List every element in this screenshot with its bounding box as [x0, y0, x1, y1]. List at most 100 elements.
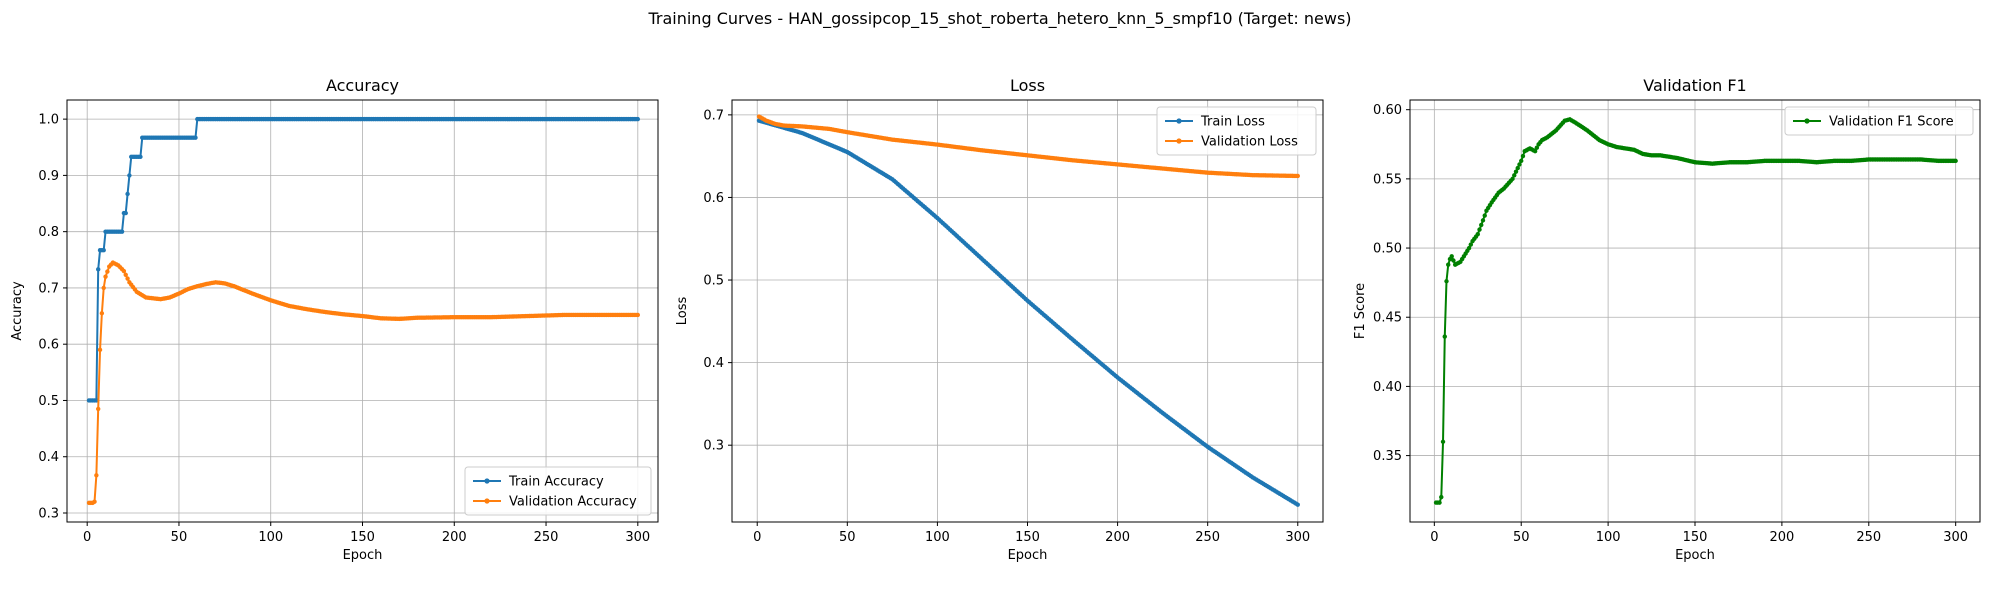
data-point — [99, 311, 105, 316]
data-point — [1532, 148, 1538, 154]
y-tick-label: 0.9 — [38, 169, 59, 184]
data-point — [125, 276, 130, 281]
y-tick-label: 0.35 — [1373, 449, 1402, 464]
legend-label: Validation Loss — [1201, 135, 1298, 150]
data-point — [103, 274, 108, 279]
data-point — [96, 406, 101, 412]
y-tick-label: 0.45 — [1373, 311, 1402, 326]
data-point — [1295, 173, 1300, 179]
x-tick-label: 0 — [753, 530, 761, 545]
data-point — [1477, 227, 1482, 232]
data-point — [1517, 162, 1522, 167]
series-2 — [86, 260, 641, 506]
x-axis-label: Epoch — [1008, 548, 1048, 563]
data-point — [1513, 169, 1519, 174]
chart-title: Accuracy — [326, 76, 399, 95]
chart-title: Validation F1 — [1643, 76, 1746, 95]
x-tick-label: 50 — [839, 530, 856, 545]
x-tick-label: 150 — [1015, 530, 1040, 545]
data-point — [1475, 232, 1480, 237]
chart-panel-1: 0 50 100 150 200 250 300 0.3 0.4 0.5 0.6 0.7 0.8 0.9 1… — [10, 76, 659, 563]
y-tick-label: 0.40 — [1373, 380, 1402, 395]
chart-panel-2: 0 50 100 150 200 250 300 0.3 0.4 0.5 0.6 0.7 Loss Epo… — [675, 76, 1324, 563]
legend-label: Train Loss — [1200, 115, 1265, 130]
data-point — [1295, 502, 1300, 507]
x-tick-label: 150 — [1683, 530, 1708, 545]
y-tick-label: 0.4 — [38, 450, 59, 465]
data-point — [97, 347, 103, 353]
data-point — [1519, 158, 1524, 164]
data-point — [1444, 279, 1449, 284]
x-tick-label: 150 — [350, 530, 375, 545]
y-tick-label: 0.8 — [38, 225, 59, 240]
data-point — [96, 267, 101, 272]
x-tick-label: 200 — [1105, 530, 1130, 545]
legend-label: Validation Accuracy — [509, 495, 637, 510]
data-point — [121, 268, 127, 274]
data-point — [1482, 213, 1487, 218]
y-tick-label: 1.0 — [38, 113, 59, 128]
data-point — [105, 269, 110, 274]
x-tick-label: 250 — [1856, 530, 1881, 545]
x-tick-label: 300 — [625, 530, 650, 545]
x-tick-label: 100 — [925, 530, 950, 545]
x-tick-label: 0 — [1430, 530, 1438, 545]
data-point — [1510, 176, 1515, 182]
data-point — [1446, 262, 1451, 267]
x-axis-label: Epoch — [1675, 548, 1715, 563]
data-point — [94, 473, 99, 478]
y-axis-label: F1 Score — [1353, 283, 1368, 339]
x-axis-label: Epoch — [343, 548, 383, 563]
x-tick-label: 50 — [171, 530, 188, 545]
y-axis-label: Accuracy — [10, 281, 25, 341]
x-tick-label: 100 — [1596, 530, 1621, 545]
data-point — [1439, 494, 1444, 500]
x-tick-label: 200 — [442, 530, 467, 545]
x-tick-label: 50 — [1513, 530, 1530, 545]
legend-marker — [1176, 118, 1182, 124]
y-tick-label: 0.3 — [38, 506, 59, 521]
data-point — [1480, 218, 1486, 223]
data-point — [193, 135, 198, 140]
chart-panel-3: 0 50 100 150 200 250 300 0.35 0.40 0.45 0.50 0.55 0.… — [1353, 76, 1981, 563]
legend-box — [1156, 106, 1317, 156]
data-point — [123, 210, 128, 216]
y-tick-label: 0.5 — [38, 394, 59, 409]
y-axis-label: Loss — [675, 297, 690, 326]
figure-title: Training Curves - HAN_gossipcop_15_shot_… — [648, 9, 1352, 28]
x-tick-label: 250 — [1195, 530, 1220, 545]
series-line — [89, 118, 638, 402]
legend-label: Validation F1 Score — [1829, 115, 1954, 130]
x-tick-label: 300 — [1285, 530, 1310, 545]
y-tick-label: 0.50 — [1373, 242, 1402, 257]
legend: Train Accuracy Validation Accuracy — [464, 466, 652, 516]
series-1 — [1433, 117, 1958, 505]
y-tick-label: 0.7 — [38, 281, 59, 296]
y-tick-label: 0.5 — [703, 274, 724, 289]
series-1 — [756, 118, 1300, 507]
y-tick-label: 0.6 — [703, 191, 724, 206]
legend-marker — [484, 478, 490, 484]
data-point — [123, 272, 128, 277]
data-point — [1534, 145, 1540, 150]
x-tick-label: 300 — [1943, 530, 1968, 545]
y-tick-label: 0.6 — [38, 338, 59, 353]
y-tick-label: 0.3 — [703, 439, 724, 454]
data-point — [635, 312, 641, 318]
data-point — [1442, 334, 1447, 339]
y-tick-label: 0.60 — [1373, 103, 1402, 118]
data-point — [635, 116, 641, 122]
y-tick-label: 0.4 — [703, 356, 724, 371]
y-tick-label: 0.55 — [1373, 172, 1402, 187]
legend-marker — [1176, 138, 1182, 144]
x-tick-label: 0 — [83, 530, 91, 545]
data-point — [1437, 500, 1442, 505]
data-point — [1451, 258, 1456, 263]
series-1 — [86, 116, 641, 403]
data-point — [101, 248, 106, 253]
data-point — [1440, 439, 1446, 444]
data-point — [1512, 173, 1517, 178]
series-line — [758, 119, 1299, 506]
data-point — [1466, 245, 1472, 251]
data-point — [138, 154, 143, 160]
